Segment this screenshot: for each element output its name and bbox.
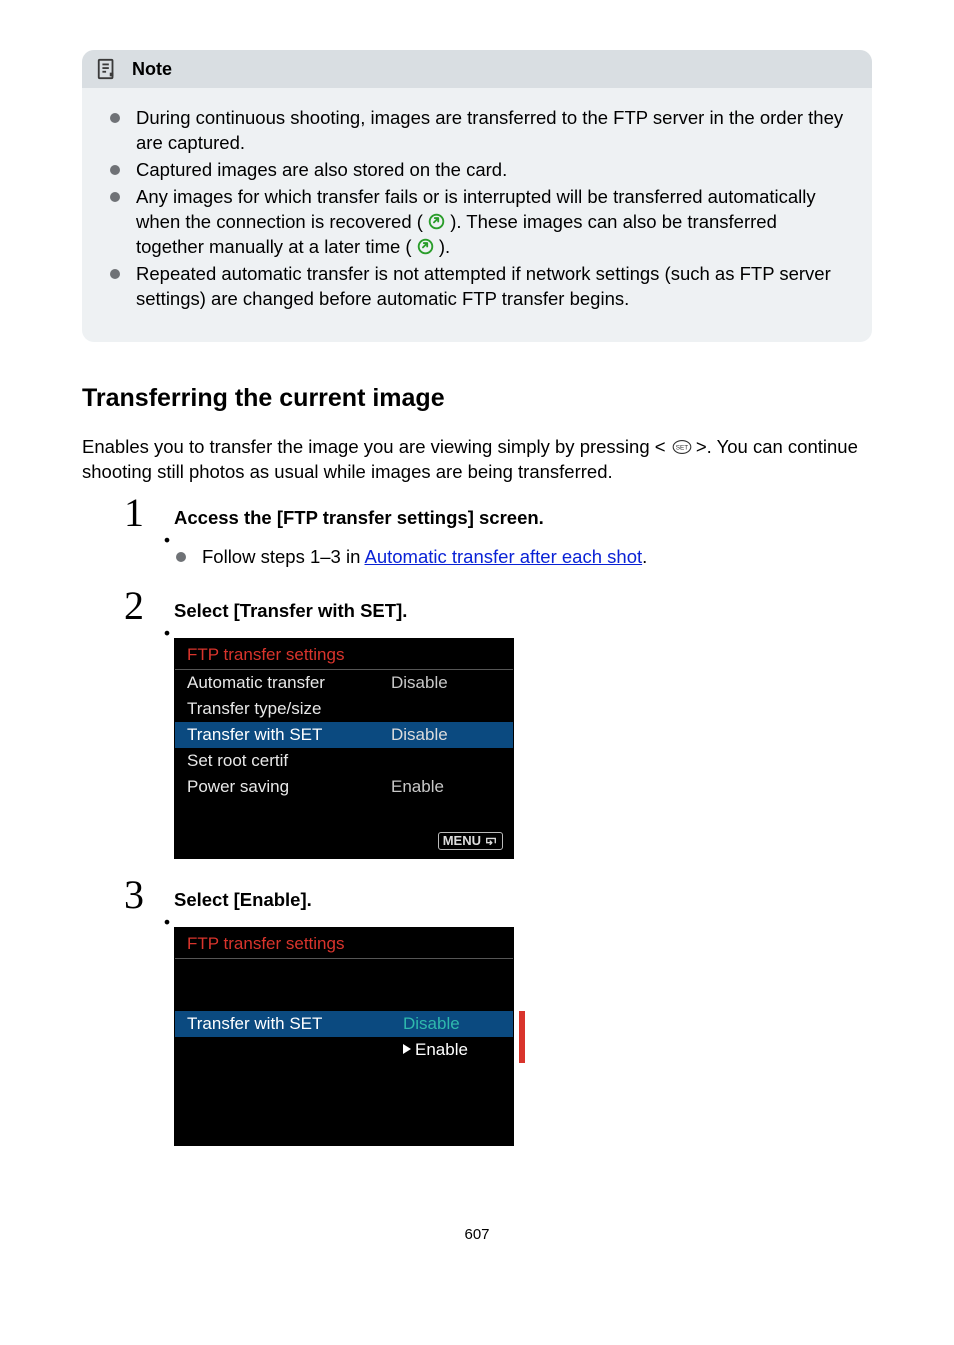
menu-footer: MENU: [175, 826, 513, 858]
return-icon: [484, 835, 498, 847]
menu-row-label: Transfer type/size: [187, 699, 391, 719]
menu-row[interactable]: Transfer type/size: [175, 696, 513, 722]
menu-row-highlighted[interactable]: Transfer with SET Disable: [175, 722, 513, 748]
step: 1 . Access the [FTP transfer settings] s…: [174, 503, 872, 570]
menu-option-selected[interactable]: Enable: [403, 1040, 513, 1060]
camera-menu-title: FTP transfer settings: [175, 639, 513, 670]
menu-row-highlighted[interactable]: Transfer with SET Disable: [175, 1011, 513, 1037]
intro-text: Enables you to transfer the image you ar…: [82, 436, 671, 457]
menu-label: MENU: [443, 833, 481, 849]
step-bullet: Follow steps 1–3 in Automatic transfer a…: [174, 545, 872, 570]
menu-spacer: [175, 1115, 513, 1145]
camera-menu-title: FTP transfer settings: [175, 928, 513, 959]
menu-spacer: [175, 1063, 513, 1089]
note-item: Any images for which transfer fails or i…: [108, 185, 846, 260]
menu-spacer: [175, 959, 513, 985]
step-body: Follow steps 1–3 in Automatic transfer a…: [174, 545, 872, 570]
note-item-text: ).: [439, 236, 450, 257]
step-bullet-text: Follow steps 1–3 in: [202, 546, 364, 567]
note-item: Repeated automatic transfer is not attem…: [108, 262, 846, 312]
page-number: 607: [82, 1226, 872, 1273]
step-bullet-text: .: [642, 546, 647, 567]
step-body: FTP transfer settings Transfer with SET …: [174, 927, 872, 1146]
step-body: FTP transfer settings Automatic transfer…: [174, 638, 872, 859]
step-dot: .: [162, 887, 172, 934]
note-item: Captured images are also stored on the c…: [108, 158, 846, 183]
selection-indicator: [519, 1037, 525, 1063]
step-number: 3: [124, 871, 144, 918]
step-title: Select [Enable].: [174, 885, 872, 911]
menu-row-value: Enable: [391, 777, 501, 797]
note-box: Note During continuous shooting, images …: [82, 50, 872, 342]
menu-option[interactable]: Disable: [403, 1014, 513, 1034]
link-icon[interactable]: [417, 237, 434, 254]
note-header: Note: [82, 50, 872, 88]
selection-indicator: [519, 1011, 525, 1037]
step-number: 2: [124, 582, 144, 629]
intro-paragraph: Enables you to transfer the image you ar…: [82, 435, 872, 485]
camera-menu-screen: FTP transfer settings Automatic transfer…: [174, 638, 514, 859]
menu-row-label: Power saving: [187, 777, 391, 797]
note-body: During continuous shooting, images are t…: [82, 88, 872, 312]
step-title: Select [Transfer with SET].: [174, 596, 872, 622]
menu-spacer: [175, 1089, 513, 1115]
step-dot: .: [162, 598, 172, 645]
note-title: Note: [132, 59, 172, 80]
menu-row-label: Transfer with SET: [187, 1014, 403, 1034]
menu-row[interactable]: Power saving Enable: [175, 774, 513, 800]
svg-text:SET: SET: [675, 444, 688, 451]
step-title: Access the [FTP transfer settings] scree…: [174, 503, 872, 529]
menu-row-label: Set root certif: [187, 751, 391, 771]
menu-row[interactable]: Enable: [175, 1037, 513, 1063]
menu-back-button[interactable]: MENU: [438, 832, 503, 850]
step: 2 . Select [Transfer with SET]. FTP tran…: [174, 596, 872, 859]
menu-row-value: Disable: [391, 725, 501, 745]
step-number: 1: [124, 489, 144, 536]
section-heading: Transferring the current image: [82, 384, 872, 413]
inline-link[interactable]: Automatic transfer after each shot: [364, 546, 642, 567]
steps-list: 1 . Access the [FTP transfer settings] s…: [82, 503, 872, 1146]
menu-row-value: Disable: [391, 673, 501, 693]
step: 3 . Select [Enable]. FTP transfer settin…: [174, 885, 872, 1146]
menu-spacer: [175, 985, 513, 1011]
set-button-icon: SET: [671, 437, 691, 453]
link-icon[interactable]: [428, 212, 445, 229]
note-icon: [96, 58, 118, 80]
menu-row[interactable]: Automatic transfer Disable: [175, 670, 513, 696]
menu-spacer: [175, 800, 513, 826]
menu-row-label: Transfer with SET: [187, 725, 391, 745]
menu-row[interactable]: Set root certif: [175, 748, 513, 774]
camera-menu-screen: FTP transfer settings Transfer with SET …: [174, 927, 514, 1146]
menu-row-label: Automatic transfer: [187, 673, 391, 693]
step-dot: .: [162, 505, 172, 552]
note-item: During continuous shooting, images are t…: [108, 106, 846, 156]
